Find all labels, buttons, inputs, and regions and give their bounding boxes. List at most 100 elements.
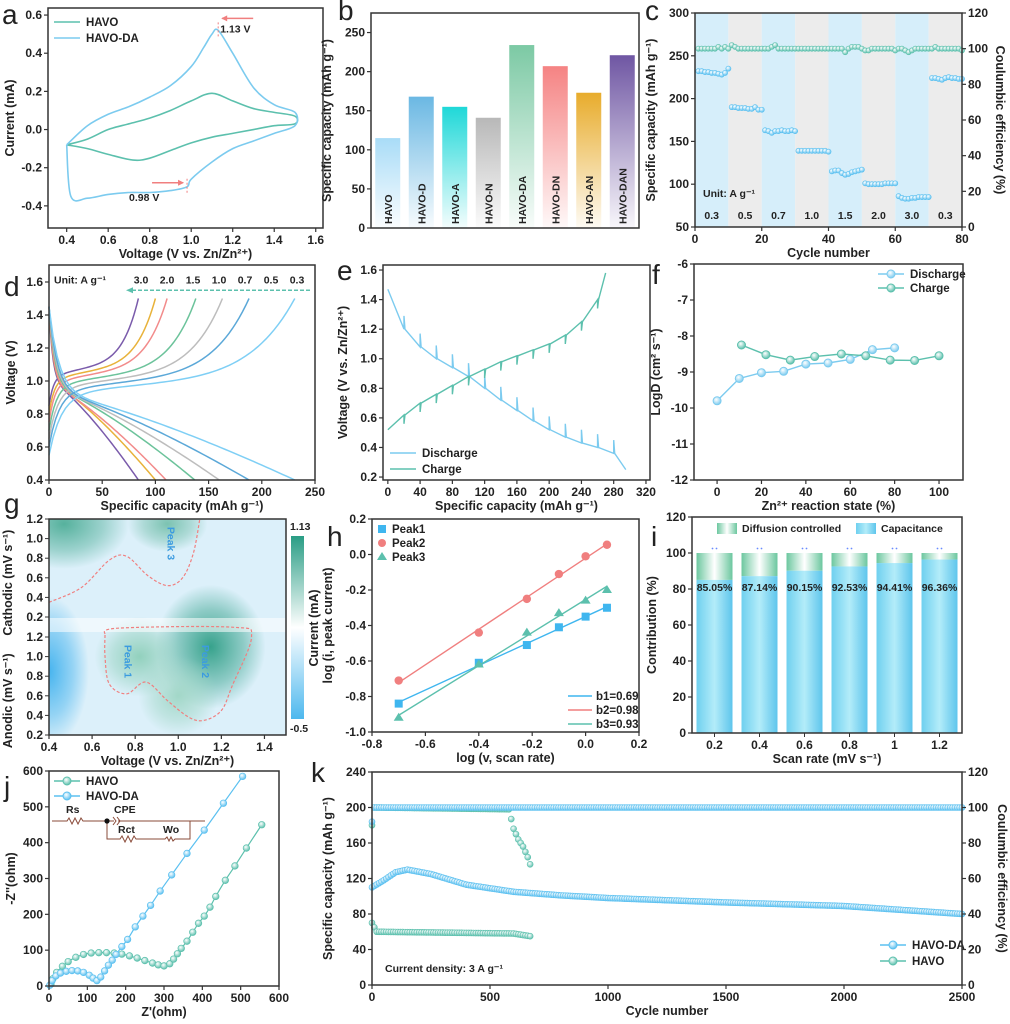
x-tick-label: 320: [636, 485, 656, 499]
y-tick-label: -0.8: [345, 690, 366, 704]
x-tick-label: 40: [822, 232, 836, 246]
y2-tick-label: 40: [968, 907, 982, 921]
data-point: [554, 569, 564, 579]
y-tick-label: 1.2: [26, 512, 43, 526]
legend-label: HAVO: [912, 956, 944, 968]
marker-dot: [846, 547, 849, 550]
x-tick-label: 160: [507, 485, 527, 499]
y2-tick-label: 20: [968, 184, 982, 198]
cv-curve-havo-da: [65, 28, 299, 202]
capacitance-bar: [741, 576, 778, 733]
y-tick-label: 0.4: [26, 473, 43, 487]
y2-tick-label: 100: [968, 801, 988, 815]
y2-tick-label: 60: [968, 113, 982, 127]
x-tick-label: 600: [269, 991, 289, 1005]
category-label: HAVO-A: [450, 183, 462, 224]
capacity-point: [722, 70, 728, 76]
y2-tick-label: 0: [968, 220, 975, 234]
current-density-label: 0.7: [771, 210, 786, 222]
x-tick-label: 400: [192, 991, 212, 1005]
y2-tick-label: 80: [968, 836, 982, 850]
diffusion-bar: [876, 553, 913, 564]
data-point: [394, 699, 403, 708]
y-tick-label: 0.2: [349, 512, 366, 526]
capacity-point: [725, 65, 732, 72]
plot-area: [65, 28, 299, 202]
impedance-point: [183, 849, 191, 858]
impedance-point: [95, 949, 103, 957]
current-density-label: 1.5: [838, 210, 853, 222]
bar-havo-a: [442, 106, 468, 228]
y-tick-label: 0.6: [25, 8, 42, 22]
percentage-label: 87.14%: [742, 582, 778, 594]
y-tick-label: 0.4: [25, 46, 42, 60]
x-axis-label: Scan rate (mV s⁻¹): [773, 752, 882, 766]
panel-letter: b: [338, 0, 354, 26]
capacity-point: [925, 194, 932, 200]
plot-area: [368, 804, 966, 940]
logd-point: [761, 350, 771, 360]
diffusion-bar: [921, 553, 958, 560]
unit-label: Unit: A g⁻¹: [703, 188, 756, 200]
x-tick-label: 0.8: [127, 740, 144, 754]
x-tick-label: 1500: [713, 990, 740, 1004]
y-tick-label: 20: [673, 690, 687, 704]
y-tick-label: 0.2: [25, 84, 42, 98]
x-tick-label: 0.4: [751, 738, 768, 752]
x-axis-label: log (v, scan rate): [456, 751, 554, 765]
plot-frame: [47, 7, 324, 229]
logd-point: [867, 345, 877, 355]
x-tick-label: 0.0: [577, 737, 594, 751]
diffusion-bar: [786, 553, 823, 571]
ce-point: [524, 853, 532, 861]
x-tick-label: 0.2: [631, 737, 648, 751]
plot-frame: [693, 263, 964, 481]
data-point: [393, 712, 404, 721]
charge-curve-1.5: [48, 298, 168, 423]
y-tick-label: -1.0: [345, 725, 366, 739]
panel-g: 0.4 0.6 0.8 1.0 1.2 1.4 Voltage (V vs. Zn/Zn²⁺…: [1, 488, 321, 768]
impedance-point: [183, 937, 191, 945]
impedance-point: [87, 949, 95, 957]
rate-label: 3.0: [134, 275, 149, 287]
y2-tick-label: 60: [968, 872, 982, 886]
fit-label: b1=0.69: [596, 691, 639, 703]
impedance-point: [212, 892, 220, 901]
y-tick-label: -0.6: [345, 654, 366, 668]
panel-letter: e: [337, 255, 353, 286]
y-axis-label: Voltage (V vs. Zn/Zn²⁺): [336, 306, 350, 439]
x-tick-label: 100: [929, 485, 949, 499]
data-point: [474, 628, 483, 637]
legend-label: Capacitance: [881, 523, 943, 535]
y-tick-label: 0.8: [360, 381, 377, 395]
legend-label: Discharge: [910, 269, 966, 281]
logd-point: [736, 340, 746, 350]
capacitance-bar: [696, 579, 733, 733]
bar-havo-dan: [609, 55, 635, 228]
legend-label: Diffusion controlled: [742, 523, 841, 535]
impedance-point: [131, 923, 139, 931]
annotation-label: 0.98 V: [129, 192, 159, 204]
impedance-point: [118, 942, 126, 951]
panel-j: 0 100 200 300 400 500 600 0 100 200 300 400 500 600 Z'…: [3, 764, 289, 1019]
panel-letter: g: [4, 488, 20, 519]
category-label: HAVO-DA: [517, 175, 529, 224]
panel-letter: d: [4, 271, 20, 302]
legend-label: Discharge: [422, 448, 478, 460]
colorbar-label: Current (mA): [307, 589, 321, 666]
percentage-label: 94.41%: [877, 582, 913, 594]
charge-curve-1.0: [48, 298, 197, 431]
y2-axis-label: Coulumbic efficiency (%): [995, 804, 1009, 953]
panel-c: 0 20 40 60 80 50 100 150 200 250 300 0 20 40 60 80 100 12…: [644, 0, 1007, 260]
y-tick-label: 1.0: [26, 374, 43, 388]
percentage-label: 92.53%: [832, 582, 868, 594]
y2-tick-label: 120: [968, 6, 988, 20]
marker-dot: [850, 547, 853, 550]
plot-frame: [371, 771, 963, 986]
legend-label: HAVO-DA: [86, 791, 139, 803]
data-point: [553, 608, 564, 617]
logd-point: [885, 355, 895, 365]
panel-e: 0 40 80 120 160 200 240 280 320 0.2 0.4 0.6 0.8 1.0 1.…: [336, 255, 656, 513]
data-point: [522, 594, 532, 604]
x-tick-label: 0: [46, 991, 53, 1005]
